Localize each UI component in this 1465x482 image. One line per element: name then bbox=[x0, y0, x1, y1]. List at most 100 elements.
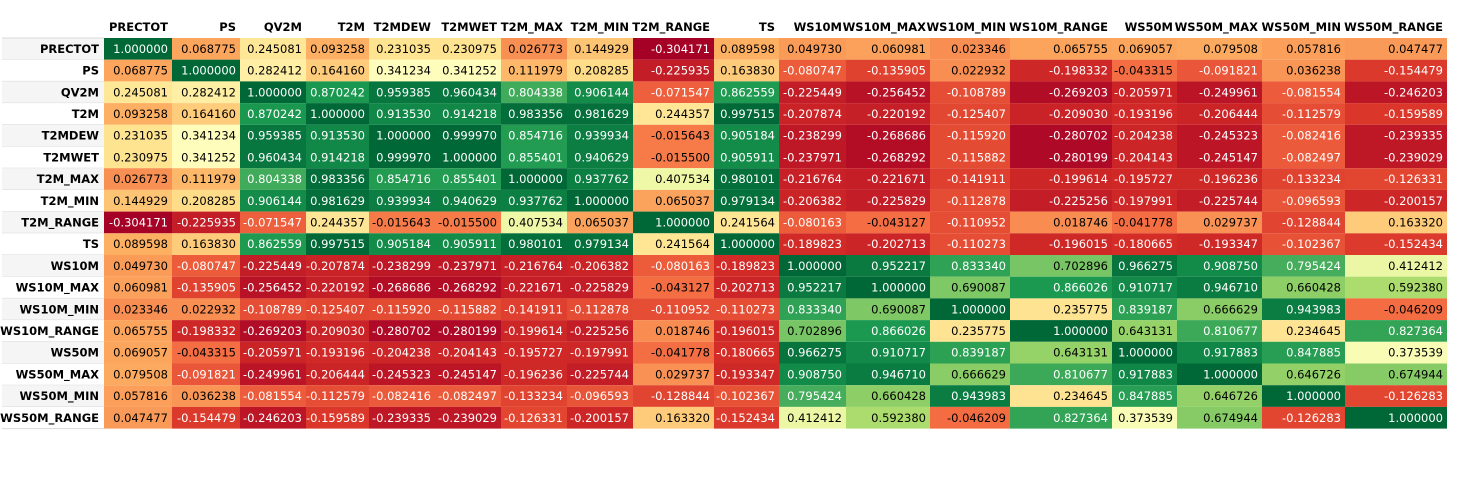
cell-value: -0.204143 bbox=[1114, 150, 1173, 164]
heatmap-cell bbox=[846, 81, 930, 104]
heatmap-cell bbox=[104, 341, 172, 364]
heatmap-cell bbox=[567, 146, 633, 169]
cell-value: -0.152434 bbox=[1384, 237, 1443, 251]
heatmap-cell bbox=[930, 255, 1010, 277]
cell-value: -0.135905 bbox=[177, 281, 236, 295]
cell-value: 0.999970 bbox=[376, 150, 431, 164]
cell-value: 0.952217 bbox=[871, 259, 926, 273]
heatmap-cell bbox=[714, 298, 779, 321]
heatmap-cell bbox=[240, 211, 306, 234]
heatmap-cell bbox=[779, 320, 846, 342]
heatmap-cell bbox=[1010, 59, 1112, 82]
heatmap-cell bbox=[369, 385, 435, 407]
cell-value: 0.643131 bbox=[1118, 324, 1173, 338]
cell-value: -0.112878 bbox=[570, 302, 629, 316]
heatmap-cell bbox=[779, 124, 846, 147]
cell-value: 0.906144 bbox=[247, 194, 302, 208]
heatmap-cell bbox=[306, 38, 369, 60]
cell-value: -0.110273 bbox=[947, 237, 1006, 251]
heatmap-cell bbox=[779, 385, 846, 407]
heatmap-cell bbox=[369, 81, 435, 104]
heatmap-cell bbox=[567, 103, 633, 125]
cell-value: -0.189823 bbox=[716, 259, 775, 273]
cell-value: 0.946710 bbox=[1203, 281, 1258, 295]
cell-value: 0.023346 bbox=[951, 42, 1006, 56]
cell-value: -0.141911 bbox=[504, 302, 563, 316]
cell-value: -0.197991 bbox=[570, 346, 629, 360]
cell-value: 0.592380 bbox=[871, 411, 926, 425]
heatmap-cell bbox=[240, 168, 306, 190]
cell-value: -0.249961 bbox=[1199, 85, 1258, 99]
heatmap-cell bbox=[779, 255, 846, 277]
cell-value: -0.128844 bbox=[1282, 215, 1341, 229]
cell-value: -0.015643 bbox=[372, 215, 431, 229]
heatmap-cell bbox=[501, 255, 567, 277]
cell-value: -0.225935 bbox=[651, 64, 710, 78]
cell-value: -0.195727 bbox=[504, 346, 563, 360]
heatmap-cell bbox=[104, 38, 172, 60]
heatmap-cell bbox=[714, 189, 779, 212]
cell-value: 0.847885 bbox=[1286, 346, 1341, 360]
row-label: WS50M_RANGE bbox=[0, 411, 99, 426]
heatmap-cell bbox=[930, 298, 1010, 321]
cell-value: 1.000000 bbox=[1118, 346, 1173, 360]
cell-value: 0.029737 bbox=[655, 367, 710, 381]
heatmap-cell bbox=[172, 168, 240, 190]
cell-value: -0.082416 bbox=[1282, 129, 1341, 143]
cell-value: -0.239029 bbox=[438, 411, 497, 425]
heatmap-cell bbox=[1262, 255, 1345, 277]
cell-value: 0.660428 bbox=[1286, 281, 1341, 295]
heatmap-cell bbox=[1345, 168, 1447, 190]
cell-value: -0.080747 bbox=[783, 64, 842, 78]
cell-value: -0.102367 bbox=[716, 389, 775, 403]
heatmap-cell bbox=[779, 406, 846, 429]
heatmap-cell bbox=[1010, 363, 1112, 386]
heatmap-cell bbox=[714, 276, 779, 299]
cell-value: -0.125407 bbox=[306, 302, 365, 316]
heatmap-cell bbox=[846, 103, 930, 125]
row-label-background bbox=[2, 189, 104, 212]
cell-value: 0.047477 bbox=[113, 411, 168, 425]
heatmap-cell bbox=[172, 320, 240, 342]
cell-value: 0.065037 bbox=[574, 215, 629, 229]
heatmap-cell bbox=[779, 168, 846, 190]
cell-value: -0.207874 bbox=[783, 107, 842, 121]
row-label-background bbox=[2, 81, 104, 104]
heatmap-cell bbox=[1010, 320, 1112, 342]
heatmap-cell bbox=[104, 385, 172, 407]
heatmap-cell bbox=[930, 363, 1010, 386]
heatmap-cell bbox=[1112, 103, 1177, 125]
heatmap-cell bbox=[501, 320, 567, 342]
heatmap-cell bbox=[240, 124, 306, 147]
cell-value: -0.207874 bbox=[306, 259, 365, 273]
cell-value: 0.959385 bbox=[376, 85, 431, 99]
cell-value: 0.870242 bbox=[310, 85, 365, 99]
heatmap-cell bbox=[435, 189, 501, 212]
heatmap-cell bbox=[1262, 124, 1345, 147]
cell-value: -0.245323 bbox=[372, 367, 431, 381]
cell-value: -0.204238 bbox=[1114, 129, 1173, 143]
cell-value: 0.282412 bbox=[247, 64, 302, 78]
cell-value: 0.940629 bbox=[442, 194, 497, 208]
heatmap-cell bbox=[1010, 233, 1112, 255]
heatmap-cell bbox=[172, 255, 240, 277]
cell-value: -0.245147 bbox=[1199, 150, 1258, 164]
heatmap-cell bbox=[846, 341, 930, 364]
heatmap-cell bbox=[714, 59, 779, 82]
cell-value: -0.200157 bbox=[1384, 194, 1443, 208]
heatmap-cell bbox=[1345, 211, 1447, 234]
cell-value: -0.245147 bbox=[438, 367, 497, 381]
cell-value: 0.952217 bbox=[787, 281, 842, 295]
column-header: T2MDEW bbox=[374, 20, 432, 34]
heatmap-cell bbox=[779, 103, 846, 125]
row-label: WS10M_MAX bbox=[16, 281, 100, 296]
row-label: WS10M_MIN bbox=[19, 302, 99, 317]
cell-value: 0.905184 bbox=[720, 129, 775, 143]
heatmap-cell bbox=[306, 233, 369, 255]
heatmap-cell bbox=[240, 38, 306, 60]
cell-value: 0.079508 bbox=[113, 367, 168, 381]
cell-value: -0.280702 bbox=[372, 324, 431, 338]
heatmap-cell bbox=[930, 38, 1010, 60]
cell-value: 0.908750 bbox=[787, 367, 842, 381]
row-label-background bbox=[2, 103, 104, 125]
